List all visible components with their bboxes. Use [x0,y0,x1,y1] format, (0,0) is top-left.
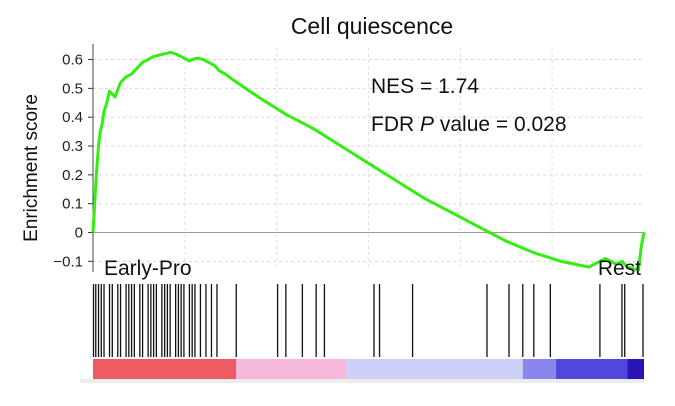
grid-lines [93,48,644,270]
y-tick-label-3: 0.3 [62,138,83,155]
y-axis-ticks: 0.6 0.5 0.4 0.3 0.2 0.1 0 −0.1 [53,52,93,270]
gradient-segment-1 [236,359,347,379]
fdr-p-italic: P [420,113,434,136]
gradient-segment-4 [555,359,628,379]
gene-hit-markers [92,284,644,357]
gradient-segment-3 [522,359,556,379]
y-tick-label-6: 0 [75,225,83,242]
bottom-strip [80,379,644,383]
y-tick-label-2: 0.4 [62,109,83,126]
ranking-gradient-bar [93,359,644,379]
left-phenotype-label: Early-Pro [104,257,192,280]
hit-panel-background [93,284,644,357]
chart-title: Cell quiescence [291,13,453,39]
right-phenotype-label: Rest [598,257,641,280]
fdr-prefix: FDR [371,113,420,136]
y-tick-label-5: 0.1 [62,196,83,213]
fdr-annotation: FDR P value = 0.028 [371,113,567,136]
fdr-suffix: value = 0.028 [434,113,567,136]
y-axis-title: Enrichment score [21,94,42,242]
gradient-segment-0 [93,359,237,379]
gradient-segment-5 [627,359,644,379]
enrichment-score-line [91,50,646,272]
y-tick-label-7: −0.1 [53,253,83,270]
gradient-segment-2 [346,359,523,379]
y-tick-label-1: 0.5 [62,80,83,97]
y-tick-label-0: 0.6 [62,52,83,69]
nes-annotation: NES = 1.74 [371,75,479,98]
y-tick-label-4: 0.2 [62,167,83,184]
